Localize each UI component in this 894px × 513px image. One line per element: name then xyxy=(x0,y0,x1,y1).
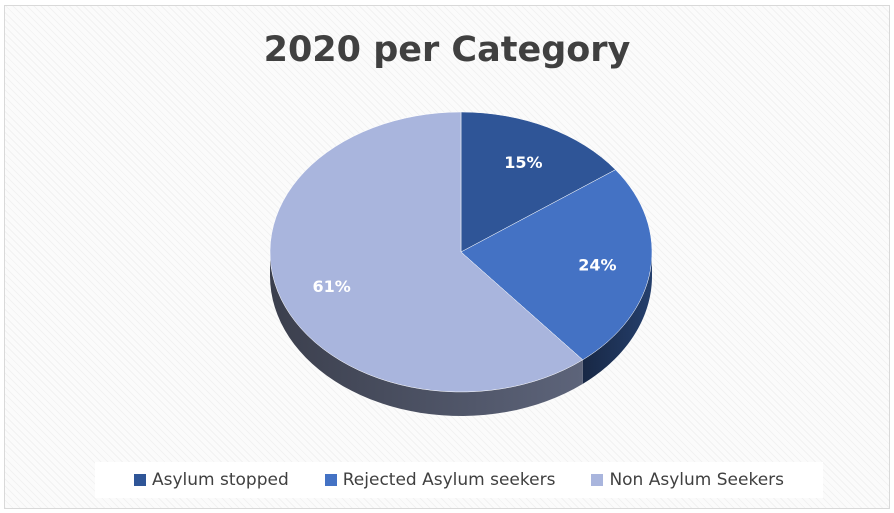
legend-swatch xyxy=(133,474,146,486)
chart-title: 2020 per Category xyxy=(263,30,631,70)
pie-slice-non-asylum-seekers xyxy=(269,111,584,393)
legend-swatch xyxy=(324,474,337,486)
legend-label: Non Asylum Seekers xyxy=(609,470,784,490)
pie-slice-asylum-stopped xyxy=(460,111,616,253)
legend-item-non-asylum-seekers: Non Asylum Seekers xyxy=(591,470,784,490)
legend: Asylum stopped Rejected Asylum seekers N… xyxy=(95,462,823,498)
pie-slice-rejected-asylum-seekers xyxy=(460,169,653,361)
pie-side-rejected-asylum-seekers xyxy=(582,252,652,384)
data-label-asylum-stopped: 15% xyxy=(504,153,542,172)
legend-item-asylum-stopped: Asylum stopped xyxy=(133,470,289,490)
legend-item-rejected-asylum-seekers: Rejected Asylum seekers xyxy=(324,470,556,490)
pie-slices xyxy=(269,111,653,416)
data-label-non-asylum-seekers: 61% xyxy=(312,277,350,296)
legend-label: Asylum stopped xyxy=(151,470,289,490)
legend-swatch xyxy=(591,474,604,486)
data-labels: 15% 24% 61% xyxy=(312,153,616,296)
pie-side-non-asylum-seekers xyxy=(270,252,583,416)
data-label-rejected-asylum-seekers: 24% xyxy=(578,256,616,275)
legend-label: Rejected Asylum seekers xyxy=(342,470,556,490)
